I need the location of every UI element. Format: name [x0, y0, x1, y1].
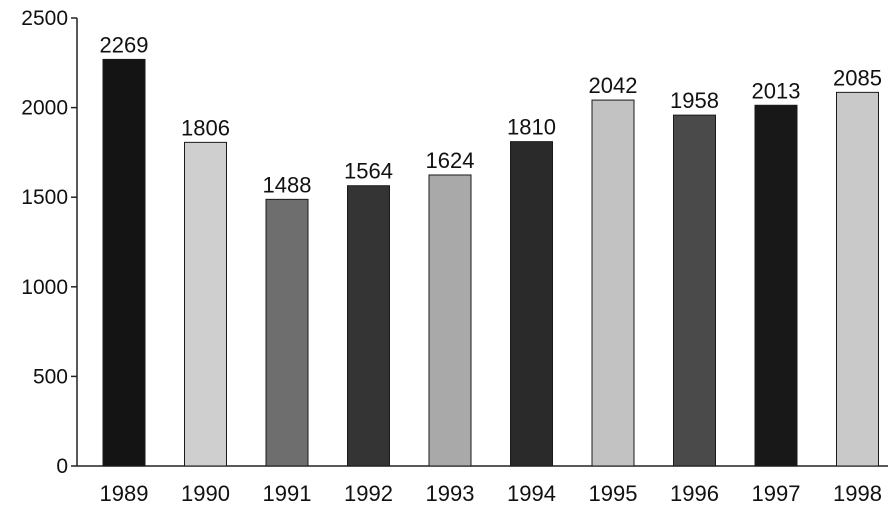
- data-label-1994: 1810: [507, 115, 556, 140]
- x-tick-label-1995: 1995: [589, 481, 638, 506]
- y-tick-label: 500: [33, 365, 68, 388]
- y-tick-label: 2000: [21, 97, 68, 120]
- data-label-1993: 1624: [426, 148, 475, 173]
- bar-1991: [265, 198, 309, 467]
- data-label-1998: 2085: [833, 65, 882, 90]
- data-labels: 2269 1806 1488 1564 1624 1810 2042 1958 2013 2085: [100, 32, 882, 197]
- bar-1990: [184, 141, 227, 467]
- data-label-1991: 1488: [263, 172, 312, 197]
- x-tick-label-1993: 1993: [426, 481, 475, 506]
- bar-1992: [347, 185, 390, 467]
- data-label-1995: 2042: [589, 73, 638, 98]
- bar-1994: [510, 141, 553, 467]
- bar-1995: [591, 99, 635, 467]
- data-label-1996: 1958: [670, 88, 719, 113]
- x-tick-label-1992: 1992: [344, 481, 393, 506]
- bar-1996: [673, 114, 716, 467]
- x-tick-label-1996: 1996: [670, 481, 719, 506]
- y-tick-label: 1500: [21, 186, 68, 209]
- x-tick-label-1991: 1991: [263, 481, 312, 506]
- x-tick-label-1989: 1989: [100, 481, 149, 506]
- bar-1998: [836, 91, 879, 467]
- data-label-1997: 2013: [752, 78, 801, 103]
- data-label-1992: 1564: [344, 159, 393, 184]
- x-tick-label-1998: 1998: [833, 481, 882, 506]
- data-label-1990: 1806: [181, 115, 230, 140]
- y-tick-label: 2500: [21, 7, 68, 30]
- bars: [102, 58, 879, 467]
- y-tick-label: 0: [56, 455, 68, 478]
- x-axis-labels: 1989 1990 1991 1992 1993 1994 1995 1996 1997 1998: [100, 481, 882, 506]
- bar-1997: [754, 104, 798, 467]
- bar-1993: [428, 174, 472, 467]
- data-label-1989: 2269: [100, 32, 149, 57]
- bar-1989: [102, 58, 146, 467]
- y-axis-ticks: 0 500 1000 1500 2000 2500: [21, 7, 77, 478]
- x-tick-label-1990: 1990: [181, 481, 230, 506]
- x-tick-label-1994: 1994: [507, 481, 556, 506]
- y-tick-label: 1000: [21, 276, 68, 299]
- x-tick-label-1997: 1997: [752, 481, 801, 506]
